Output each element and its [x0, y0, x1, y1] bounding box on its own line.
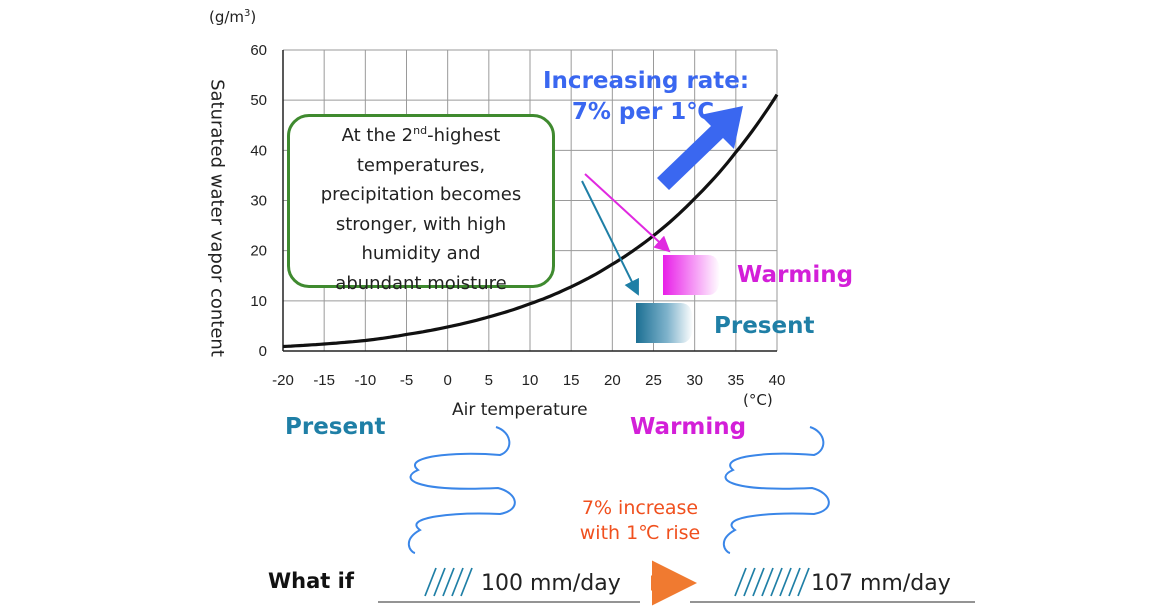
- callout-line-3: precipitation becomes: [320, 184, 522, 205]
- x-tick-label: 30: [686, 372, 703, 389]
- rain-warming: [734, 567, 810, 597]
- x-tick-label: -5: [400, 372, 413, 389]
- series: [282, 93, 779, 349]
- x-tick-label: 5: [485, 372, 493, 389]
- rate-arrow-icon: [657, 106, 743, 190]
- y-tick-label: 0: [259, 343, 267, 360]
- increase-line-2: with 1℃ rise: [579, 522, 701, 544]
- x-tick-label: 15: [563, 372, 580, 389]
- x-tick-label: 0: [443, 372, 451, 389]
- y-axis-unit: (g/m3): [209, 8, 257, 26]
- callout-line-4: stronger, with high: [335, 213, 507, 235]
- cloud-warming-icon: [722, 426, 830, 554]
- callout-line-1: At the 2nd-highest: [341, 124, 501, 146]
- rate-line-1: Increasing rate:: [543, 68, 750, 94]
- callout-line-5: humidity and: [361, 243, 481, 264]
- x-axis-label: Air temperature: [452, 400, 588, 420]
- warming-label: Warming: [737, 262, 854, 288]
- vapor-curve: [282, 93, 779, 349]
- present-bar: [636, 303, 693, 343]
- callout-box: At the 2nd-highest temperatures, precipi…: [287, 114, 555, 294]
- x-axis-unit: (°C): [743, 391, 773, 409]
- x-tick-label: 40: [769, 372, 786, 389]
- rate-annotation: Increasing rate: 7% per 1℃: [543, 66, 750, 128]
- tick-labels: -20 -15 -10 -5 0 5 10 15 20 25 30 35 40 0 10 20 30 40 50 60: [250, 42, 785, 389]
- increase-line-1: 7% increase: [581, 497, 699, 519]
- bottom-present-label: Present: [285, 414, 386, 440]
- y-tick-label: 10: [250, 293, 267, 310]
- x-tick-label: -15: [313, 372, 335, 389]
- y-tick-label: 20: [250, 243, 267, 260]
- bottom-warming-label: Warming: [630, 414, 747, 440]
- rate-line-2: 7% per 1℃: [571, 99, 715, 125]
- warming-pointer-arrow: [584, 173, 671, 253]
- callout-line-6: abundant moisture: [335, 272, 507, 294]
- callout-line-2: temperatures,: [356, 154, 486, 176]
- y-tick-label: 60: [250, 42, 267, 59]
- y-tick-label: 30: [250, 193, 267, 210]
- y-axis-label: Saturated water vapor content: [206, 79, 228, 357]
- axes: [282, 50, 777, 352]
- increase-annotation: 7% increase with 1℃ rise: [560, 496, 720, 546]
- rain-present: [424, 567, 473, 597]
- x-tick-label: 10: [522, 372, 539, 389]
- warming-amount: 107 mm/day: [811, 571, 951, 596]
- x-tick-label: -10: [354, 372, 376, 389]
- x-tick-label: 20: [604, 372, 621, 389]
- warming-bar: [663, 255, 720, 295]
- y-tick-label: 50: [250, 92, 267, 109]
- x-tick-label: -20: [272, 372, 294, 389]
- present-pointer-arrow: [581, 180, 639, 296]
- present-label: Present: [714, 313, 815, 339]
- y-tick-label: 40: [250, 142, 267, 159]
- present-amount: 100 mm/day: [481, 571, 621, 596]
- cloud-present-icon: [407, 426, 516, 554]
- what-if-label: What if: [268, 569, 354, 593]
- x-tick-label: 25: [645, 372, 662, 389]
- x-tick-label: 35: [727, 372, 744, 389]
